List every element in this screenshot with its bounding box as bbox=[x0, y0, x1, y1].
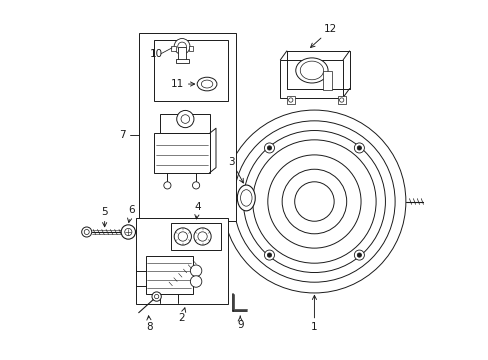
Circle shape bbox=[243, 131, 385, 273]
Circle shape bbox=[288, 98, 292, 102]
Circle shape bbox=[267, 155, 360, 248]
Circle shape bbox=[282, 169, 346, 234]
Text: 1: 1 bbox=[310, 295, 317, 332]
Bar bbox=[145, 256, 192, 294]
Bar bbox=[286, 96, 294, 104]
Circle shape bbox=[81, 227, 92, 237]
Ellipse shape bbox=[295, 58, 327, 83]
Circle shape bbox=[267, 146, 271, 150]
Text: 5: 5 bbox=[101, 207, 108, 227]
Circle shape bbox=[174, 228, 191, 245]
Text: 11: 11 bbox=[171, 79, 194, 89]
Text: 9: 9 bbox=[236, 316, 243, 330]
Text: 7: 7 bbox=[119, 130, 125, 140]
Circle shape bbox=[223, 110, 405, 293]
Circle shape bbox=[124, 228, 132, 235]
Circle shape bbox=[294, 182, 333, 221]
Circle shape bbox=[154, 294, 159, 299]
Ellipse shape bbox=[201, 80, 212, 88]
Circle shape bbox=[190, 276, 202, 287]
Text: 10: 10 bbox=[149, 49, 162, 59]
Bar bbox=[171, 46, 175, 51]
Circle shape bbox=[233, 121, 394, 282]
Circle shape bbox=[190, 265, 202, 276]
Text: 2: 2 bbox=[178, 308, 185, 323]
Circle shape bbox=[174, 39, 189, 54]
Text: 12: 12 bbox=[310, 24, 337, 48]
Circle shape bbox=[121, 225, 135, 239]
Text: 3: 3 bbox=[228, 157, 243, 183]
Circle shape bbox=[264, 143, 274, 153]
Ellipse shape bbox=[237, 185, 255, 211]
Circle shape bbox=[178, 232, 187, 241]
Circle shape bbox=[84, 229, 89, 234]
Bar bbox=[154, 134, 209, 173]
Circle shape bbox=[176, 111, 194, 128]
Bar bbox=[337, 96, 345, 104]
Circle shape bbox=[252, 140, 375, 263]
Circle shape bbox=[152, 292, 161, 301]
Bar bbox=[323, 71, 331, 90]
Circle shape bbox=[264, 250, 274, 260]
Text: 8: 8 bbox=[146, 316, 152, 332]
Circle shape bbox=[163, 182, 171, 189]
Bar bbox=[178, 47, 185, 60]
Bar bbox=[188, 46, 192, 51]
Circle shape bbox=[357, 146, 361, 150]
Circle shape bbox=[267, 253, 271, 257]
Bar bbox=[139, 33, 235, 221]
Circle shape bbox=[181, 115, 189, 123]
Circle shape bbox=[354, 250, 364, 260]
Bar bbox=[280, 60, 343, 98]
Bar bbox=[160, 114, 209, 134]
Circle shape bbox=[357, 253, 361, 257]
Ellipse shape bbox=[197, 77, 217, 91]
Circle shape bbox=[194, 228, 211, 245]
Ellipse shape bbox=[300, 61, 323, 80]
Circle shape bbox=[354, 143, 364, 153]
Bar bbox=[154, 40, 227, 101]
Circle shape bbox=[178, 42, 186, 51]
Text: 6: 6 bbox=[127, 206, 134, 222]
Bar bbox=[136, 218, 227, 304]
Circle shape bbox=[192, 182, 199, 189]
Circle shape bbox=[198, 232, 207, 241]
Circle shape bbox=[339, 98, 343, 102]
Bar bbox=[175, 59, 188, 63]
Ellipse shape bbox=[240, 190, 251, 206]
Text: 4: 4 bbox=[194, 202, 201, 219]
Bar bbox=[171, 223, 221, 250]
